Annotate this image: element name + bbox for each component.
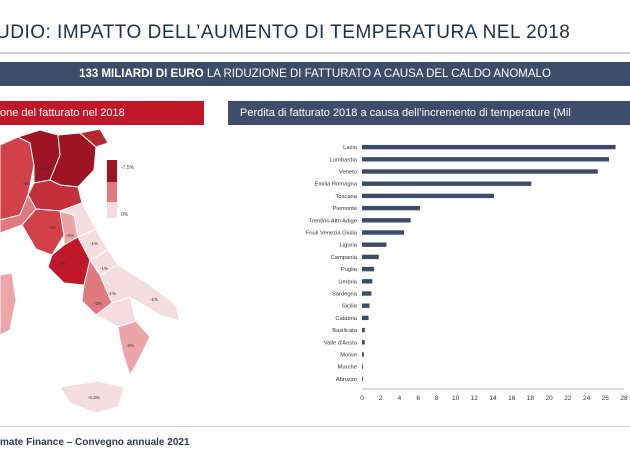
map-value-label: -4% [48,225,56,230]
category-label: Toscana [335,194,357,200]
italy-map-panel: -7.5% 0% -7.5% -4% -0% -4% -4% -1% -1% -… [0,125,215,425]
x-tick-label: 2 [379,395,383,402]
map-legend-label-top: -7.5% [121,165,135,171]
category-label: Lombardia [330,157,358,163]
category-label: Molise [340,353,357,359]
map-value-label: -0.3% [88,395,100,400]
bar [362,291,372,296]
map-value-label: -0% [66,233,74,238]
map-value-label: -1% [100,266,108,271]
revenue-loss-bar-chart: Lazio Lombardia Veneto Emilia Romagna Toscan… [306,144,628,402]
banner-text: LA RIDUZIONE DI FATTURATO A CAUSA DEL CA… [203,68,551,80]
category-label: Puglia [341,267,358,273]
bar [362,144,616,150]
bar [362,340,365,345]
x-tick-label: 26 [602,395,610,402]
category-label: Calabria [335,316,357,322]
category-label: Friuli Venezia Giulia [306,231,358,237]
map-legend-high [107,160,117,182]
category-label: Sicilia [342,304,358,310]
map-legend-label-bottom: 0% [121,212,129,218]
map-region-sardegna [0,272,17,336]
bar [362,364,363,369]
map-value-label: -3% [126,343,134,348]
revenue-loss-chart-panel: Lazio Lombardia Veneto Emilia Romagna Toscan… [228,135,630,420]
bar [362,254,379,260]
bar [362,242,387,247]
x-tick-label: 0 [360,395,364,402]
x-tick-label: 22 [564,395,572,402]
footer-source: mate Finance – Convegno annuale 2021 [0,437,190,448]
map-region-sicilia [59,380,125,414]
bar [362,218,411,223]
category-label: Umbria [338,279,357,285]
chart-panel-heading: Perdita di fatturato 2018 a causa dell’i… [228,101,630,125]
banner-highlight: 133 MILIARDI DI EURO [79,68,204,80]
title-divider [0,52,630,54]
bar [362,266,375,272]
map-legend-low [107,202,117,218]
category-label: Valle d'Aosta [324,340,358,346]
map-value-label: -2% [94,301,102,306]
x-tick-label: 14 [489,395,497,402]
x-tick-label: 4 [398,395,402,402]
category-label: Campania [331,255,358,261]
map-value-label: -1% [150,297,158,302]
bar [362,157,610,162]
map-legend-mid [107,182,117,202]
bar [362,169,598,174]
footer-divider [0,426,630,427]
bar [362,303,370,308]
bar [362,327,365,333]
map-value-label: -4% [22,181,30,186]
x-tick-label: 18 [527,395,535,402]
map-region-calabria [117,320,151,377]
bar [362,205,421,211]
x-tick-label: 24 [583,395,591,402]
category-label: Marche [338,365,357,371]
bar [362,352,364,357]
map-value-label: -1% [90,241,98,246]
bar [362,193,494,199]
bar [362,315,369,321]
category-label: Lazio [343,145,357,151]
bar [362,230,405,235]
x-tick-label: 8 [435,395,439,402]
bar [362,181,532,186]
x-tick-label: 20 [546,395,554,402]
category-label: Piemonte [333,206,358,212]
x-tick-label: 10 [452,395,460,402]
map-value-label: -7.5% [38,166,50,171]
map-value-label: -1% [108,291,116,296]
map-region-friuli [78,128,109,148]
x-tick-label: 12 [471,395,479,402]
map-panel-heading: one del fatturato nel 2018 [0,101,204,125]
bar [362,279,373,284]
page-title: UDIO: IMPATTO DELL’AUMENTO DI TEMPERATUR… [0,22,571,43]
category-label: Liguria [340,243,358,249]
x-tick-label: 16 [508,395,516,402]
x-tick-label: 6 [416,395,420,402]
category-label: Trentino Alto Adige [309,218,357,224]
italy-map: -7.5% 0% -7.5% -4% -0% -4% -4% -1% -1% -… [0,128,181,414]
category-label: Abruzzo [336,377,357,383]
category-label: Sardegna [332,292,358,298]
category-label: Basilicata [332,328,358,334]
x-tick-label: 28 [620,395,628,402]
category-label: Veneto [339,170,357,176]
category-label: Emilia Romagna [314,182,357,188]
bar [362,376,363,382]
map-value-label: -4% [58,261,66,266]
headline-banner: 133 MILIARDI DI EURO LA RIDUZIONE DI FAT… [0,62,630,86]
